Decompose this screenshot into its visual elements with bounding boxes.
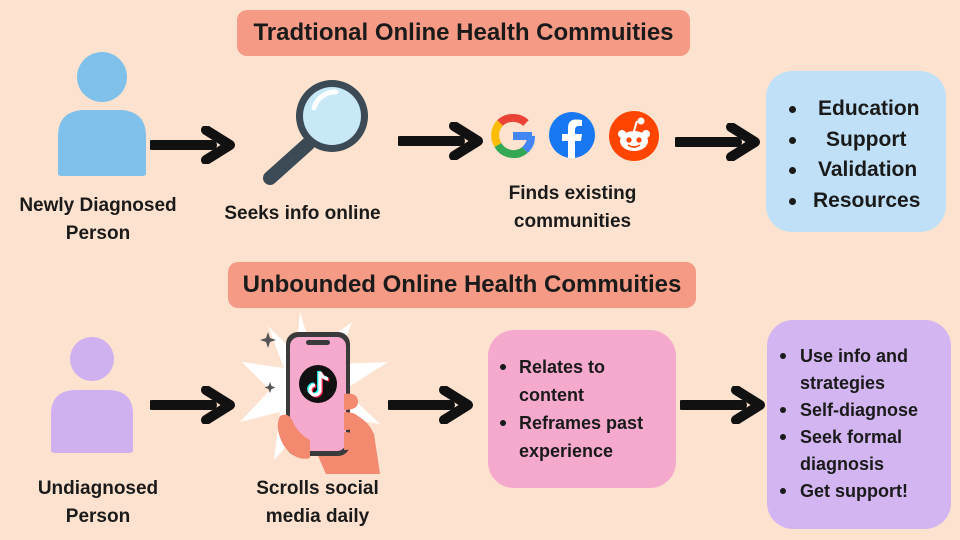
list-item: experience (519, 441, 614, 461)
arrow-icon (388, 386, 473, 424)
list-item: Seek formal (767, 424, 951, 451)
list-item: Validation (766, 155, 946, 186)
list-item: diagnosis (800, 454, 885, 474)
caption-line: Finds existing (508, 183, 637, 204)
caption-line: Undiagnosed (37, 478, 159, 499)
caption-line: media daily (265, 506, 370, 527)
caption-line: communities (513, 211, 632, 232)
benefits-box: Education Support Validation Resources (766, 71, 946, 232)
arrow-icon (398, 122, 483, 160)
hand-phone-icon (240, 312, 388, 474)
newly-diagnosed-caption: Newly Diagnosed Person (0, 192, 196, 248)
person-icon (51, 337, 133, 453)
list-item: strategies (800, 373, 886, 393)
list-item: Resources (766, 186, 946, 217)
arrow-icon (150, 126, 235, 164)
list-item: Relates to (488, 353, 676, 381)
caption-line: Seeks info online (224, 203, 381, 224)
top-section-title: Tradtional Online Health Commuities (237, 10, 690, 56)
list-item: Self-diagnose (767, 397, 951, 424)
reddit-icon (609, 111, 659, 161)
caption-line: Person (65, 506, 131, 527)
caption-line: Person (65, 223, 131, 244)
undiagnosed-caption: Undiagnosed Person (0, 475, 196, 531)
caption-line: Scrolls social (256, 478, 379, 499)
outcomes-list: Use info and strategies Self-diagnose Se… (767, 343, 951, 505)
relates-list: Relates to content Reframes past experie… (488, 353, 676, 465)
outcomes-box: Use info and strategies Self-diagnose Se… (767, 320, 951, 529)
list-item: Education (766, 94, 946, 125)
benefits-list: Education Support Validation Resources (766, 94, 946, 216)
facebook-icon (549, 112, 595, 158)
scrolls-social-caption: Scrolls social media daily (215, 475, 420, 531)
tiktok-icon (299, 365, 337, 403)
list-item: content (519, 385, 584, 405)
magnifier-icon (263, 80, 368, 185)
arrow-icon (150, 386, 235, 424)
relates-box: Relates to content Reframes past experie… (488, 330, 676, 488)
caption-line: Newly Diagnosed (19, 195, 177, 216)
arrow-icon (675, 123, 760, 161)
finds-communities-caption: Finds existing communities (470, 180, 675, 236)
google-icon (491, 114, 535, 158)
person-icon (58, 52, 146, 176)
arrow-icon (680, 386, 765, 424)
bottom-section-title: Unbounded Online Health Commuities (228, 262, 696, 308)
list-item: Support (766, 125, 946, 156)
list-item: Get support! (767, 478, 951, 505)
list-item: Use info and (767, 343, 951, 370)
seeks-info-caption: Seeks info online (200, 200, 405, 228)
list-item: Reframes past (488, 409, 676, 437)
